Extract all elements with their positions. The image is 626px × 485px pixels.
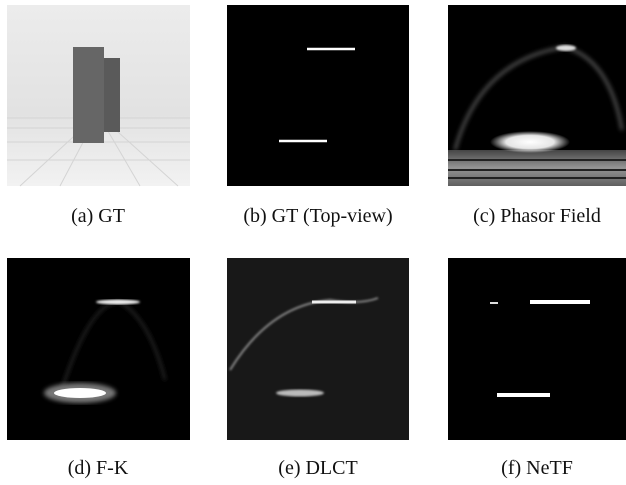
caption: (f) NeTF	[501, 457, 573, 479]
panel-d	[7, 258, 190, 440]
caption: (b) GT (Top-view)	[243, 205, 392, 227]
panel-e	[227, 258, 409, 440]
panel-f	[448, 258, 626, 440]
panel-a	[7, 5, 190, 186]
caption: (e) DLCT	[278, 457, 357, 479]
figure: (a) GT (b) GT (Top-view) (c) Phasor Fiel…	[0, 0, 626, 485]
caption: (d) F-K	[68, 457, 129, 479]
caption: (a) GT	[71, 205, 125, 227]
caption: (c) Phasor Field	[473, 205, 601, 227]
panel-b	[227, 5, 409, 186]
panel-c	[448, 5, 626, 186]
